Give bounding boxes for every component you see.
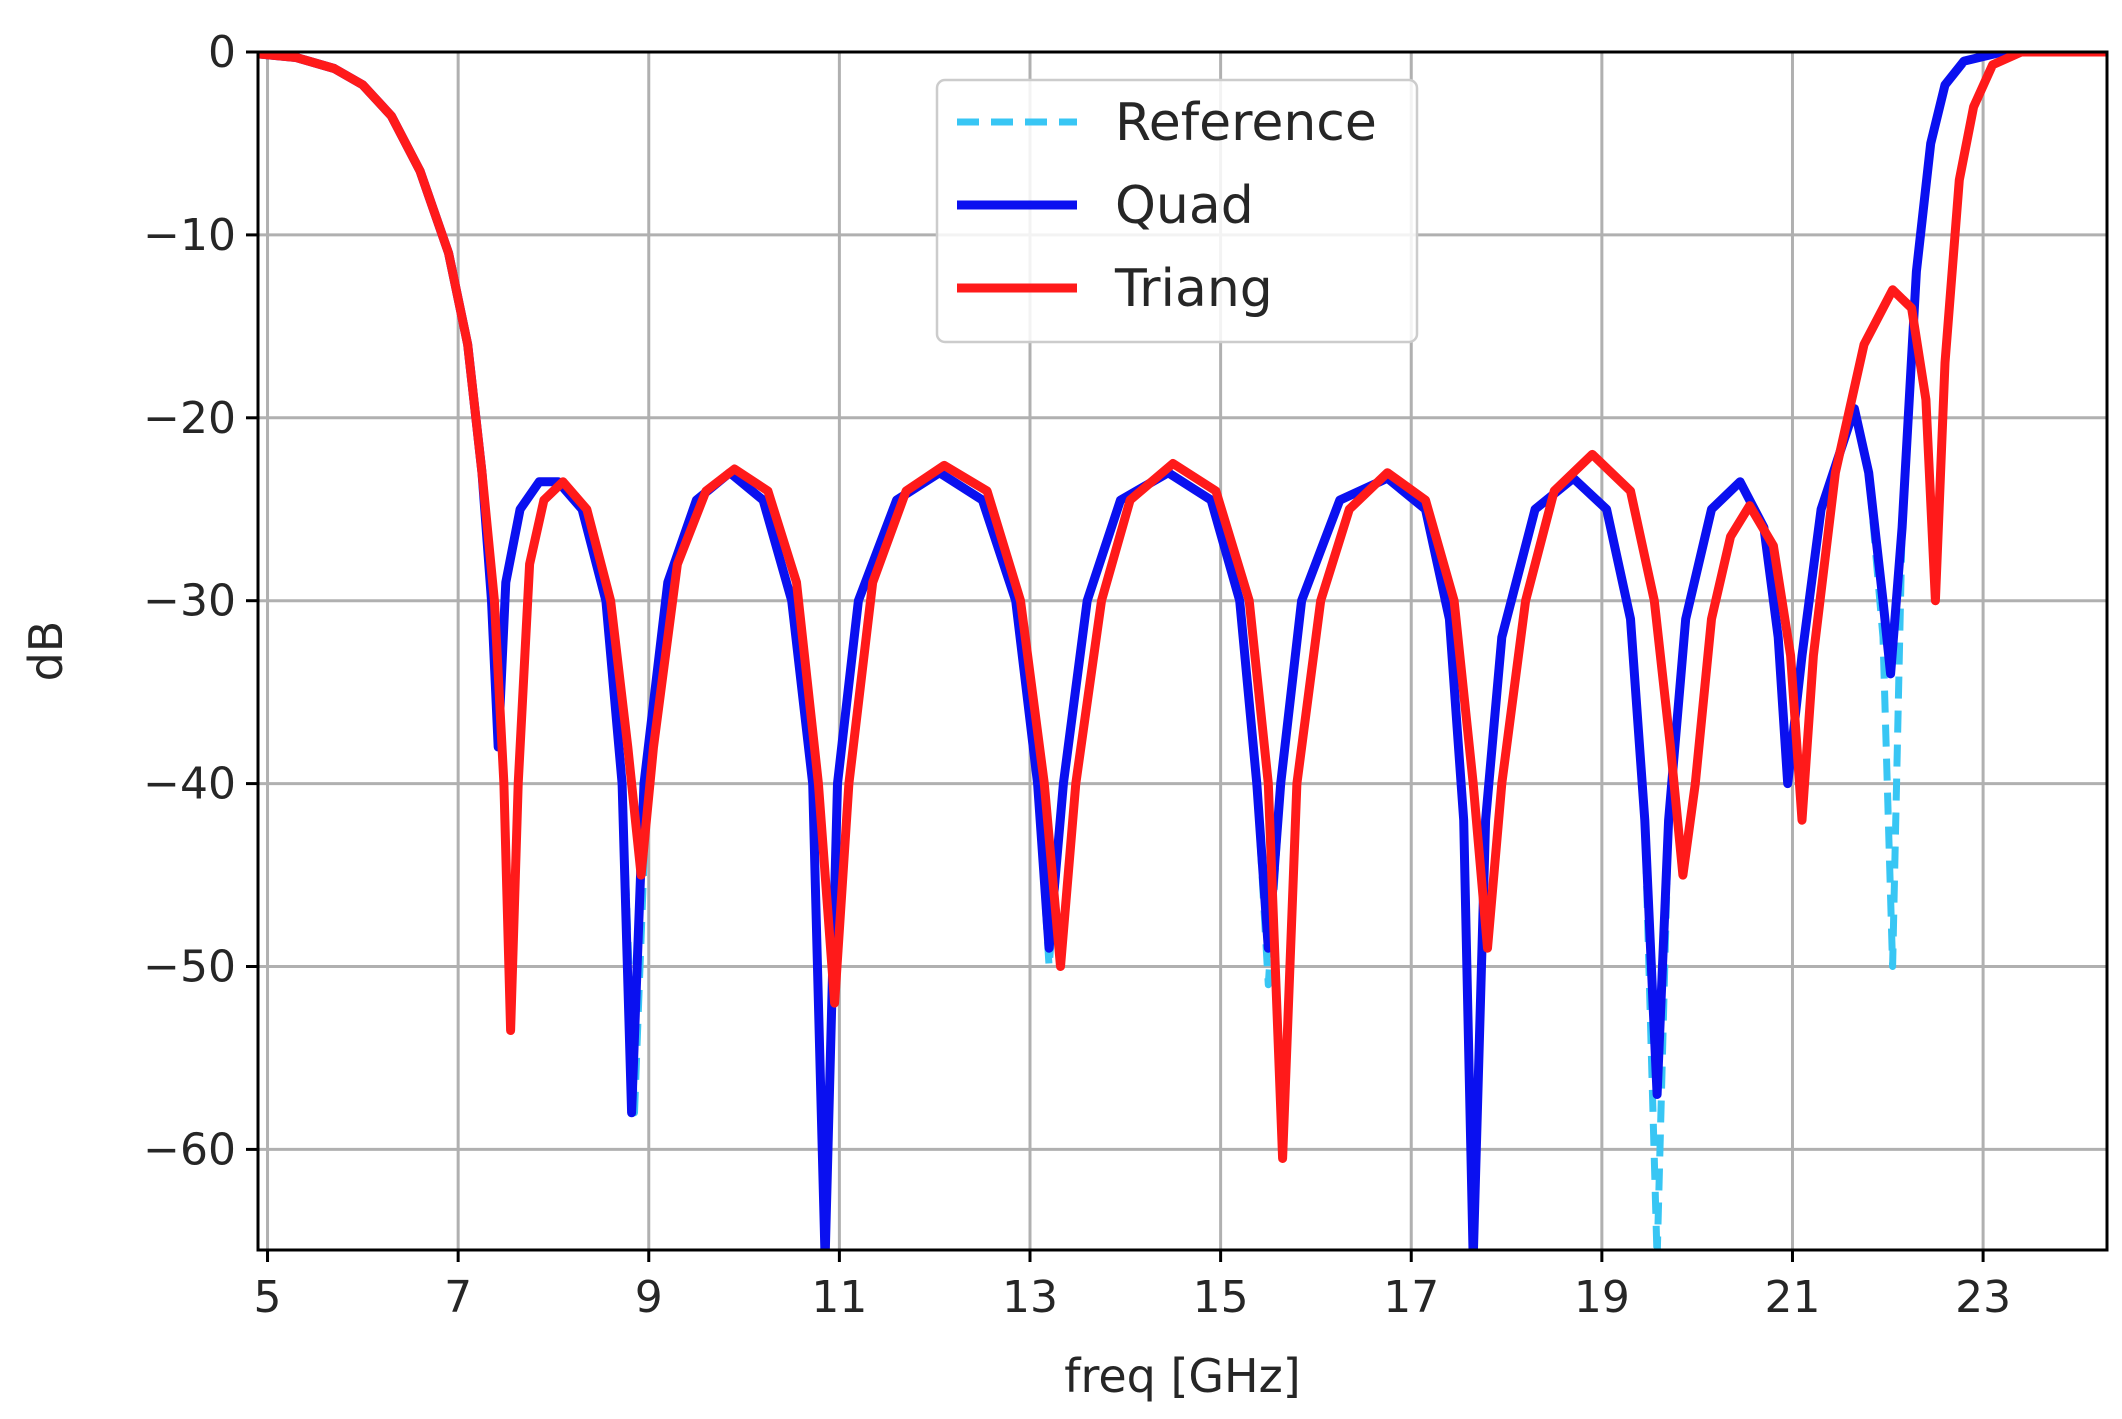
x-tick-label: 9 [635,1272,663,1323]
y-tick-label: −60 [143,1124,236,1175]
y-axis-label: dB [19,621,73,682]
y-tick-label: −30 [143,576,236,627]
plot-lines [258,52,2107,1250]
x-tick-label: 11 [811,1272,867,1323]
y-tick-label: −50 [143,942,236,993]
x-tick-label: 21 [1764,1272,1820,1323]
y-tick-label: −40 [143,759,236,810]
y-tick-label: 0 [208,27,236,78]
x-tick-label: 17 [1383,1272,1439,1323]
y-tick-label: −10 [143,210,236,261]
legend-label-triang: Triang [1114,259,1273,319]
y-axis-ticks: 0 −10 −20 −30 −40 −50 −60 [143,27,258,1175]
legend-box [935,78,1419,344]
y-tick-label: −20 [143,393,236,444]
legend: Reference Quad Triang [935,78,1419,344]
x-tick-label: 7 [444,1272,472,1323]
x-tick-label: 15 [1193,1272,1249,1323]
x-axis-label: freq [GHz] [1064,1349,1301,1403]
series-line-quad [258,52,2107,1250]
plot-frame [256,50,2109,1252]
series-line-triang [258,52,2107,1163]
x-tick-label: 23 [1955,1272,2011,1323]
x-tick-label: 19 [1574,1272,1630,1323]
x-tick-label: 13 [1002,1272,1058,1323]
x-tick-label: 5 [254,1272,282,1323]
legend-label-reference: Reference [1115,93,1377,153]
legend-entries: Reference Quad Triang [957,93,1377,319]
x-axis-ticks: 5 7 9 11 13 15 17 19 21 23 [254,1250,2011,1323]
legend-label-quad: Quad [1115,176,1254,236]
